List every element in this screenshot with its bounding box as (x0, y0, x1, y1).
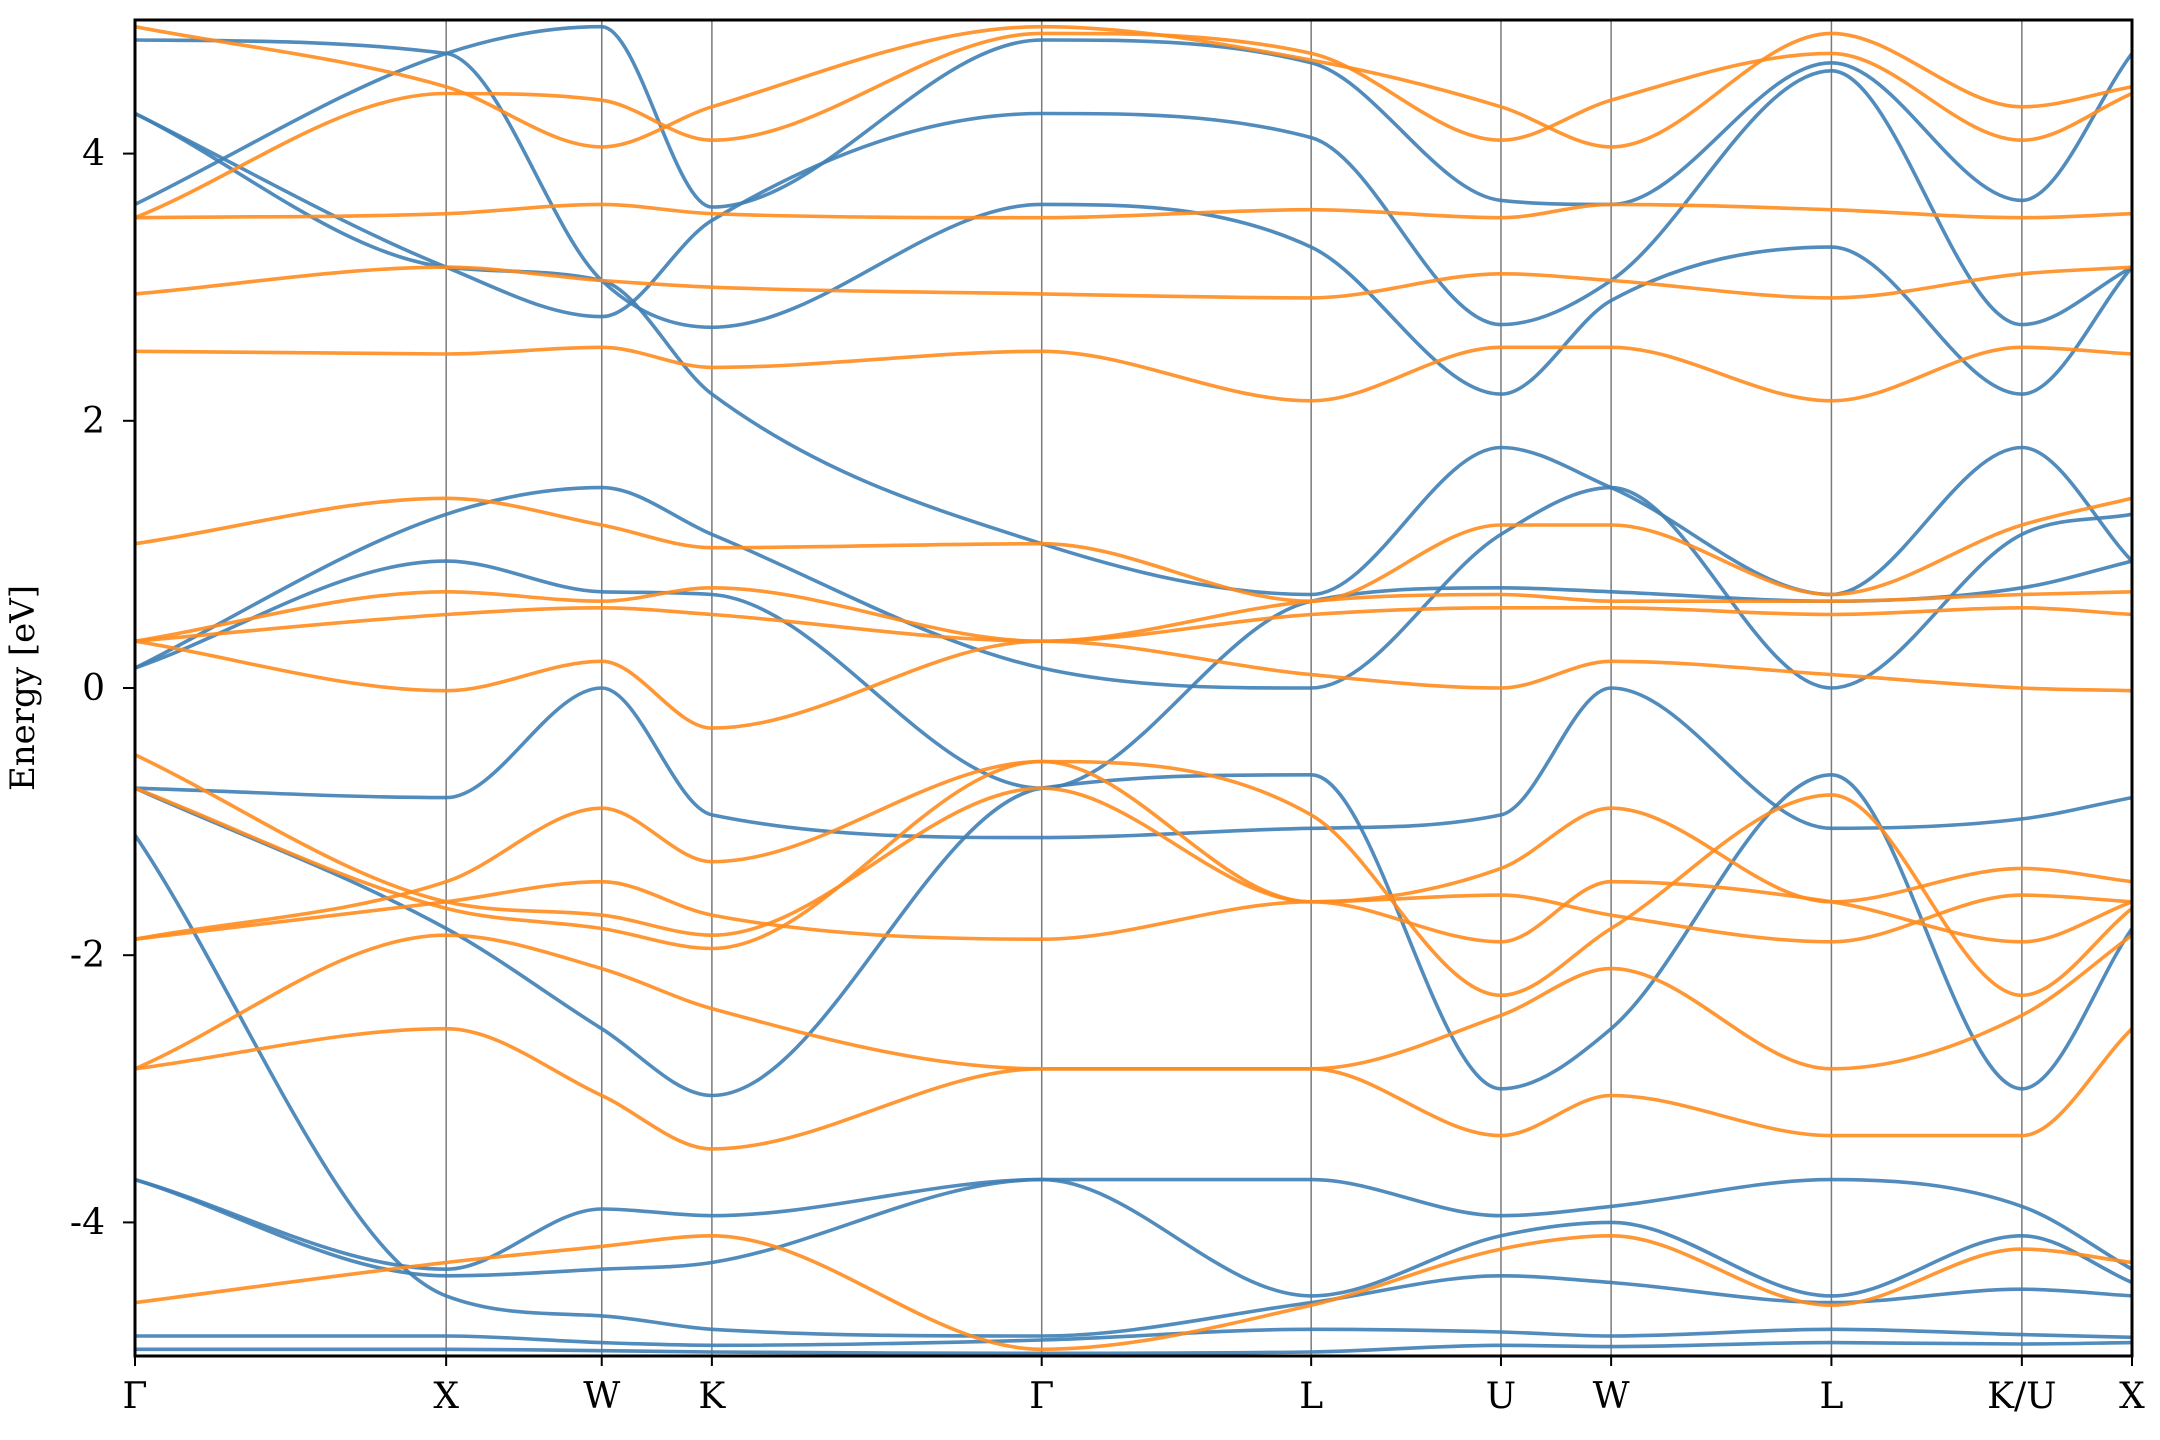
x-tick-label: U (1486, 1376, 1516, 1417)
x-tick-label: L (1299, 1376, 1323, 1417)
band-line-orange (135, 753, 2132, 944)
band-line-orange (135, 759, 2132, 941)
band-line-blue (135, 69, 2132, 327)
x-tick-label: Γ (1029, 1376, 1054, 1417)
x-tick-label: W (1593, 1376, 1630, 1417)
band-lines (135, 24, 2132, 1356)
band-line-blue (135, 833, 2132, 1338)
x-tick-label: X (433, 1376, 459, 1417)
band-line-orange (135, 605, 2132, 643)
x-tick-label: L (1819, 1376, 1843, 1417)
band-line-orange (135, 202, 2132, 220)
x-tick-label: W (583, 1376, 620, 1417)
x-tick-label: K/U (1987, 1376, 2056, 1417)
band-line-orange (135, 31, 2132, 220)
y-tick-label: 0 (82, 668, 105, 709)
band-line-orange (135, 496, 2132, 603)
y-axis-label: Energy [eV] (3, 585, 43, 791)
band-line-blue (135, 1327, 2132, 1348)
y-tick-label: -2 (70, 935, 105, 976)
band-line-blue (135, 38, 2132, 396)
y-tick-label: -4 (70, 1202, 105, 1243)
band-line-orange (135, 345, 2132, 403)
band-line-orange (135, 933, 2132, 1071)
band-line-blue (135, 773, 2132, 1098)
x-tick-label: K (698, 1376, 726, 1417)
band-line-orange (135, 1026, 2132, 1151)
y-tick-label: 4 (82, 134, 105, 175)
x-tick-label: X (2119, 1376, 2145, 1417)
x-axis-ticks: Γ X W K Γ L U W L K/U X (123, 1356, 2145, 1417)
band-line-orange (135, 24, 2132, 149)
y-tick-label: 2 (82, 401, 105, 442)
y-axis-ticks: 4 2 0 -2 -4 (70, 134, 135, 1243)
band-line-orange (135, 265, 2132, 300)
band-line-orange (135, 639, 2132, 730)
band-line-orange (135, 879, 2132, 944)
band-line-blue (135, 686, 2132, 840)
band-line-orange (135, 759, 2132, 998)
band-line-orange (135, 1234, 2132, 1352)
band-line-blue (135, 1177, 2132, 1298)
x-tick-label: Γ (123, 1376, 148, 1417)
band-line-blue (135, 1340, 2132, 1356)
band-line-orange (135, 586, 2132, 643)
band-line-blue (135, 1177, 2132, 1271)
band-line-blue (135, 485, 2132, 690)
